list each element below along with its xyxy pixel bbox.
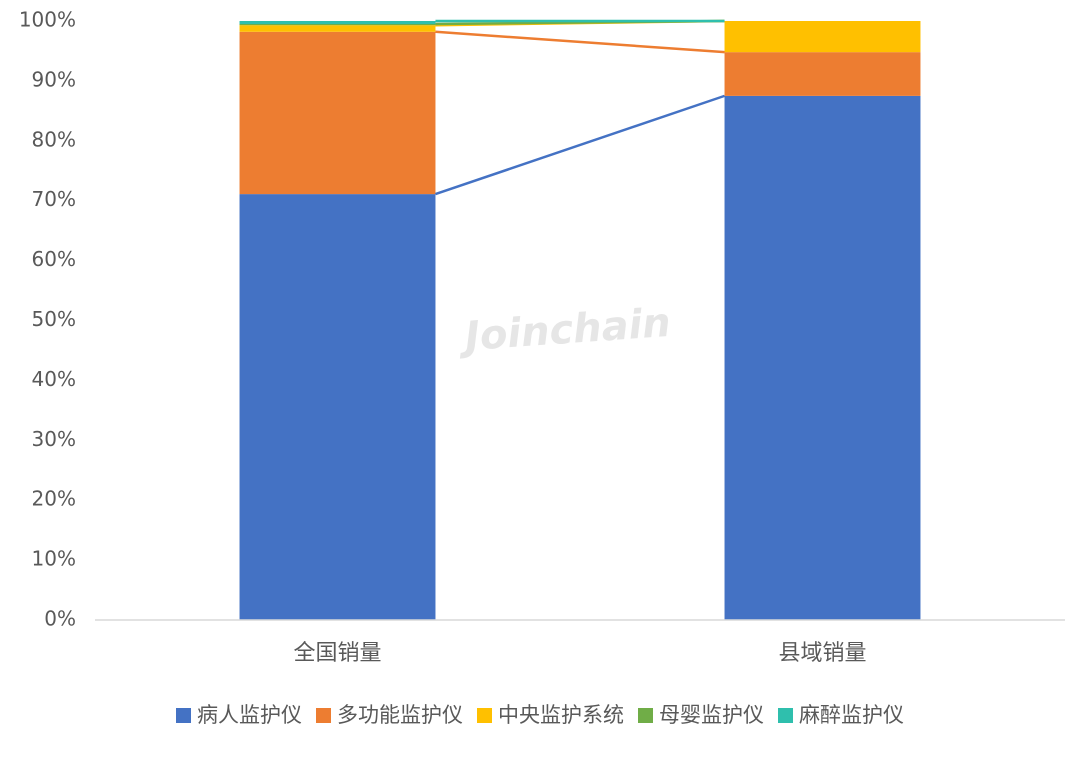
y-tick-label: 30%: [32, 427, 76, 451]
legend-swatch: [778, 708, 793, 723]
bar-segment: [724, 52, 921, 96]
legend-label: 多功能监护仪: [337, 703, 463, 727]
y-tick-label: 10%: [32, 547, 76, 571]
y-tick-label: 40%: [32, 367, 76, 391]
legend-swatch: [638, 708, 653, 723]
series-line: [435, 30, 725, 54]
x-tick-label: 全国销量: [293, 641, 381, 666]
y-tick-label: 60%: [32, 247, 76, 271]
legend-swatch: [176, 708, 191, 723]
y-tick-label: 0%: [44, 607, 76, 631]
y-tick-label: 70%: [32, 187, 76, 211]
y-tick-label: 100%: [19, 8, 76, 32]
legend-swatch: [316, 708, 331, 723]
series-line: [435, 94, 725, 196]
watermark: Joinchain: [457, 300, 673, 361]
bar-segment: [239, 31, 436, 195]
legend-label: 母婴监护仪: [659, 703, 764, 727]
y-tick-label: 80%: [32, 127, 76, 151]
bar-segment: [724, 21, 921, 53]
y-tick-label: 90%: [32, 67, 76, 91]
bar-segment: [239, 194, 436, 620]
y-tick-label: 20%: [32, 487, 76, 511]
legend-label: 病人监护仪: [197, 703, 302, 727]
bar-segment: [239, 21, 436, 24]
bar-segment: [724, 95, 921, 620]
legend-label: 麻醉监护仪: [799, 703, 904, 727]
legend-label: 中央监护系统: [498, 703, 624, 727]
bar-segment: [239, 25, 436, 32]
y-tick-label: 50%: [32, 307, 76, 331]
x-tick-label: 县域销量: [778, 641, 866, 666]
legend-swatch: [477, 708, 492, 723]
bar-segment: [239, 23, 436, 26]
